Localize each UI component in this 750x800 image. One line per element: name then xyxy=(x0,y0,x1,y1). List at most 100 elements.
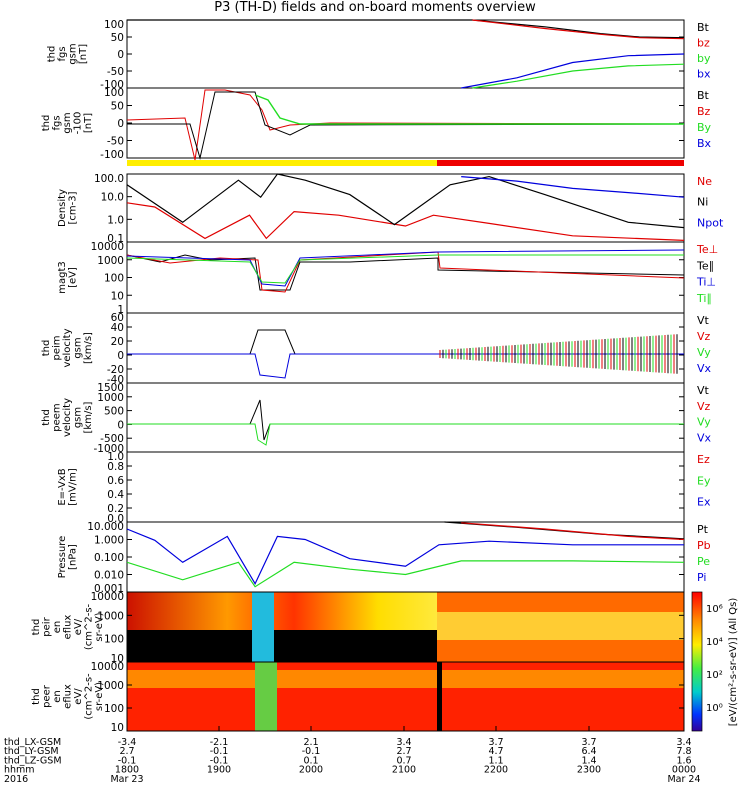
footer-value: 3.7 xyxy=(488,737,503,748)
ylabel-line: [km/s] xyxy=(83,332,94,364)
legend-Vy: Vy xyxy=(697,346,711,359)
panel-frame-peer xyxy=(126,661,685,732)
footer-value: 2300 xyxy=(577,765,601,776)
ytick-label: 10.0 xyxy=(101,192,124,204)
legend-Bt: Bt xyxy=(697,21,710,34)
ytick-label: 0.010 xyxy=(94,570,124,582)
ylabel-line: peir xyxy=(41,616,52,636)
panel-frame-pressure xyxy=(126,521,685,593)
footer-value: -2.1 xyxy=(210,737,229,748)
ytick-label: 1.0 xyxy=(107,214,124,226)
ylabel-line: [nT] xyxy=(78,44,89,64)
legend-Bx: Bx xyxy=(697,137,712,150)
ytick-label: 500 xyxy=(104,406,124,418)
ytick-label: 0.2 xyxy=(107,503,124,515)
ytick-label: 100 xyxy=(104,703,124,715)
ytick-label: 0.6 xyxy=(107,475,124,487)
ylabel-line: peim xyxy=(52,335,63,360)
colorbar-tick: 10² xyxy=(706,670,723,681)
legend-Pb: Pb xyxy=(697,539,711,552)
ytick-label: 1.000 xyxy=(94,535,124,547)
ylabel-line: [km/s] xyxy=(83,401,94,433)
ylabel-line: E=-VxB xyxy=(57,468,68,505)
legend-Pe: Pe xyxy=(697,555,710,568)
temp-trace-black xyxy=(126,254,685,291)
ytick-label: -50 xyxy=(107,136,124,148)
panel-frame-temperature xyxy=(126,241,685,314)
ytick-label: 1.0 xyxy=(107,451,124,463)
ytick-label: 0 xyxy=(117,118,124,130)
panel-frame-density xyxy=(126,173,685,243)
orbit-bar-red xyxy=(437,160,684,166)
spectrogram-ion-late-band xyxy=(437,612,684,640)
ylabel-line: eV/ xyxy=(73,688,84,705)
footer-value: 4.7 xyxy=(488,746,503,757)
ytick-label: 100 xyxy=(104,87,124,99)
legend-Ne: Ne xyxy=(697,175,712,188)
ylabel-line: Density xyxy=(57,189,68,227)
colorbar-label: [eV/(cm²-s-sr-eV)] (All Qs) xyxy=(728,598,739,727)
series-by-fgs xyxy=(472,63,685,89)
ytick-label: -500 xyxy=(100,433,124,445)
panel-frame-efield xyxy=(126,451,685,523)
ylabel-line: [mV/m] xyxy=(67,468,78,506)
temp-trace-blue xyxy=(126,249,685,287)
footer-value: -0.1 xyxy=(210,755,229,766)
legend-Vz: Vz xyxy=(697,400,711,413)
legend-bx: bx xyxy=(697,68,711,81)
footer-value: 2.7 xyxy=(396,746,411,757)
ylabel-line: (cm^2-s- xyxy=(83,673,94,720)
ytick-label: 1000 xyxy=(97,680,124,692)
legend-Pt: Pt xyxy=(697,523,709,536)
ytick-label: 100 xyxy=(104,19,124,31)
footer-value: -3.4 xyxy=(118,737,137,748)
footer-value: 2000 xyxy=(299,765,323,776)
series-Npot-density xyxy=(461,176,685,198)
ylabel-line: [nT] xyxy=(83,113,94,133)
footer-label: thd_LZ-GSM xyxy=(4,755,62,766)
ylabel-line: [nPa] xyxy=(67,544,78,570)
footer-value: 1.6 xyxy=(676,755,691,766)
ytick-label: 1000 xyxy=(97,392,124,404)
legend-Vz: Vz xyxy=(697,330,711,343)
series-Pb-pressure xyxy=(461,522,685,541)
series-Bt-fgs xyxy=(127,19,685,39)
footer-label: thd_LY-GSM xyxy=(4,746,59,757)
footer-value: 7.8 xyxy=(676,746,691,757)
footer-value: 2.1 xyxy=(303,737,318,748)
series-bz-fgs xyxy=(472,19,685,40)
legend-Ex: Ex xyxy=(697,496,711,509)
ytick-label: 50 xyxy=(111,32,124,44)
legend-By: By xyxy=(697,121,712,134)
series-Pe-pressure xyxy=(126,560,685,588)
footer-value: 1800 xyxy=(115,765,139,776)
ylabel-line: gsm xyxy=(73,407,84,428)
footer-value: -0.1 xyxy=(302,746,321,757)
legend-Ni: Ni xyxy=(697,196,708,209)
ylabel-line: velocity xyxy=(62,328,73,367)
legend-Vt: Vt xyxy=(697,314,710,327)
ytick-label: 100 xyxy=(104,634,124,646)
footer-value: -0.1 xyxy=(210,746,229,757)
panel-frame-fgs xyxy=(126,19,685,89)
footer-value: 2.7 xyxy=(119,746,134,757)
ytick-label: 100 xyxy=(104,273,124,285)
ylabel-line: fgs xyxy=(57,46,68,61)
series-bx-fgs xyxy=(461,53,685,89)
colorbar xyxy=(691,591,703,732)
ytick-label: 0.1 xyxy=(107,233,124,245)
spectrogram-electron-band xyxy=(127,670,684,688)
ytick-label: 100.0 xyxy=(94,173,124,185)
ylabel-line: eV/ xyxy=(73,618,84,635)
ytick-label: 0.0 xyxy=(107,513,124,525)
legend-Vy: Vy xyxy=(697,416,711,429)
spectrogram-electron-dropout xyxy=(255,662,277,731)
panel-frame-peem xyxy=(126,382,685,453)
legend-Te⊥: Te⊥ xyxy=(696,243,718,256)
footer-value: Mar 23 xyxy=(110,774,143,785)
spectrogram-ion-lowband xyxy=(127,630,437,662)
spectrogram-electron-gap xyxy=(437,662,442,731)
ytick-label: 10 xyxy=(111,722,124,734)
colorbar-tick: 10⁴ xyxy=(706,637,723,648)
